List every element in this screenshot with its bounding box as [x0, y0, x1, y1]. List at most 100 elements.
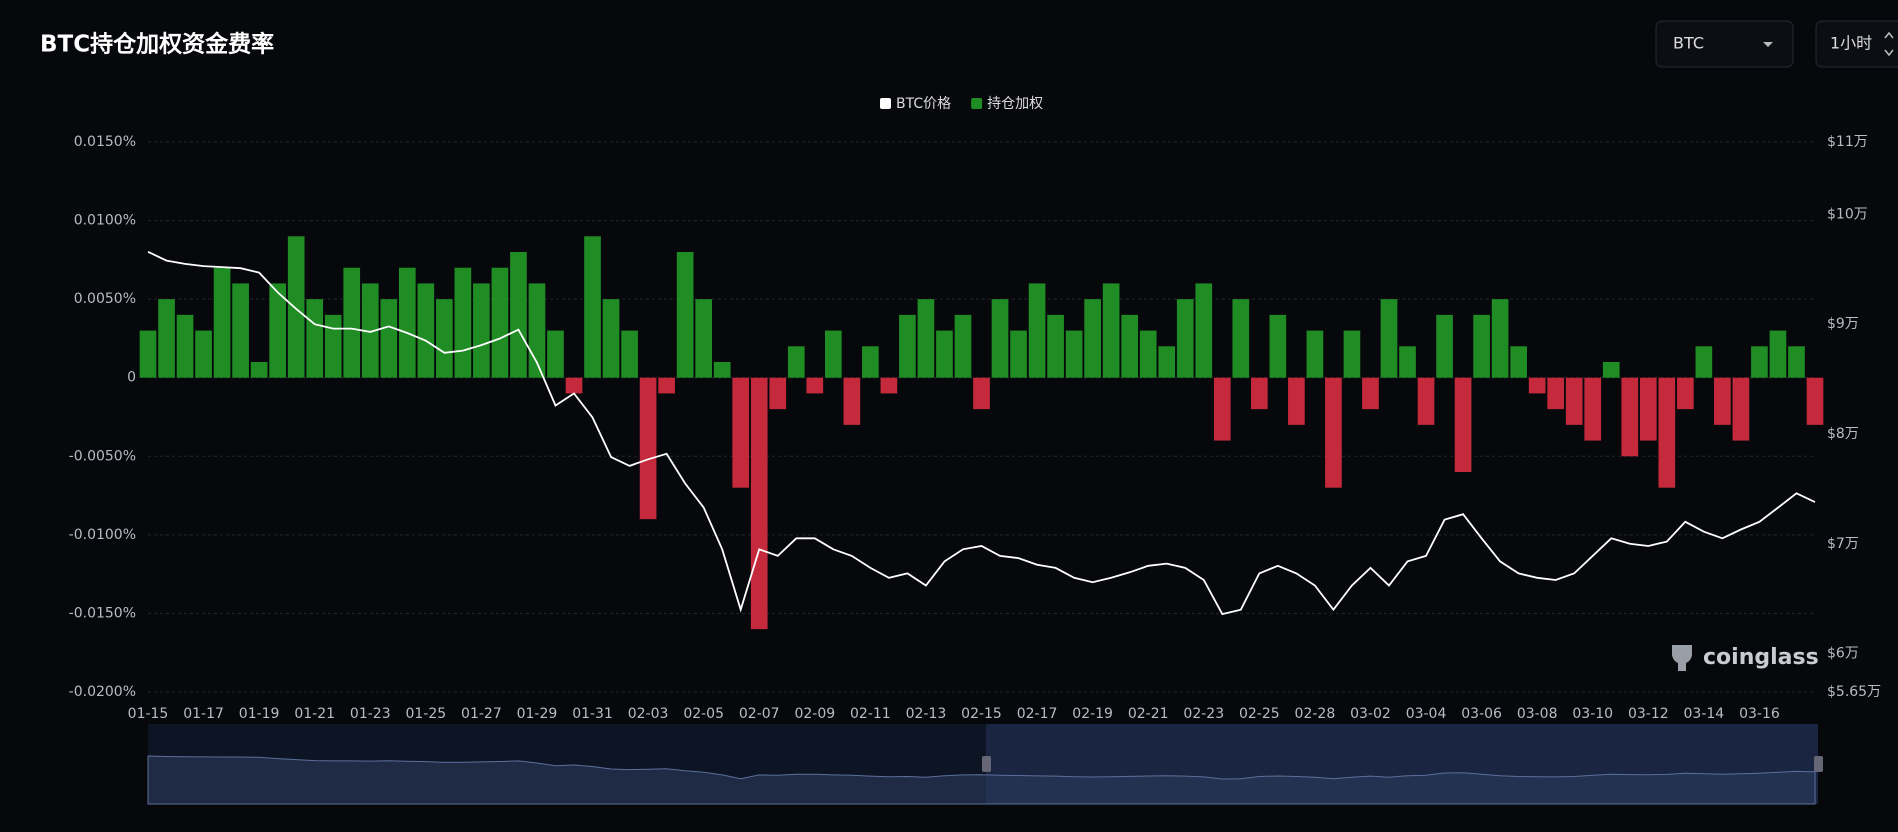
dropdown-arrow: [1763, 42, 1773, 47]
x-tick-label: 01-21: [294, 706, 335, 722]
x-tick-label: 03-04: [1406, 706, 1447, 722]
navigator-handle[interactable]: [982, 756, 991, 772]
legend-swatch: [971, 98, 983, 109]
x-tick-label: 02-15: [961, 706, 1002, 722]
y-tick-label: 0: [127, 370, 136, 386]
y2-tick-label: $11万: [1827, 134, 1868, 150]
x-tick-label: 02-25: [1239, 706, 1280, 722]
x-tick-label: 02-11: [850, 706, 891, 722]
x-tick-label: 02-05: [683, 706, 724, 722]
bar: [1399, 346, 1416, 378]
bar: [1232, 299, 1250, 378]
bar: [1788, 346, 1805, 378]
x-tick-label: 03-10: [1572, 706, 1613, 722]
x-tick-label: 02-13: [906, 706, 947, 722]
bar: [1695, 346, 1713, 378]
bar: [287, 236, 305, 378]
interval-select[interactable]: [1815, 20, 1898, 68]
bar: [1584, 377, 1602, 441]
x-tick-label: 03-06: [1461, 706, 1502, 722]
y2-tick-label: $6万: [1827, 646, 1859, 662]
bar: [750, 377, 768, 630]
bar: [843, 377, 861, 425]
bar: [324, 314, 342, 378]
bar: [195, 330, 212, 378]
bar: [880, 377, 898, 394]
bar: [824, 330, 842, 378]
bar: [1639, 377, 1657, 441]
bar: [936, 330, 953, 378]
y2-tick-label: $5.65万: [1827, 684, 1881, 700]
bar: [343, 267, 361, 378]
bar: [732, 377, 750, 488]
x-tick-label: 01-31: [572, 706, 613, 722]
bar: [269, 283, 286, 378]
bar: [676, 252, 694, 378]
bar: [232, 283, 249, 378]
x-tick-label: 03-14: [1684, 706, 1725, 722]
navigator-area: [147, 755, 1816, 805]
bar: [1528, 377, 1546, 394]
bar: [1732, 377, 1750, 441]
x-tick-label: 01-19: [239, 706, 280, 722]
symbol-select[interactable]: [1655, 20, 1794, 68]
bar: [1139, 330, 1157, 378]
bar: [1176, 299, 1194, 378]
y2-tick-label: $8万: [1827, 426, 1859, 442]
bar: [584, 236, 601, 378]
bar: [1325, 377, 1342, 488]
bar: [510, 252, 527, 378]
bar: [139, 330, 157, 378]
bar: [1806, 377, 1824, 425]
bar: [1028, 283, 1046, 378]
bar: [806, 377, 824, 394]
bar: [1121, 314, 1139, 378]
bar: [1380, 299, 1398, 378]
bar: [361, 283, 379, 378]
bar: [639, 377, 657, 520]
bar: [158, 299, 175, 378]
bar: [621, 330, 638, 378]
bar: [787, 346, 805, 378]
price-line: [147, 250, 1816, 616]
bar: [1417, 377, 1435, 425]
bar: [565, 377, 583, 394]
page-title: BTC持仓加权资金费率: [40, 31, 274, 58]
x-tick-label: 02-23: [1183, 706, 1224, 722]
bar: [1362, 377, 1379, 410]
bar: [1658, 377, 1676, 488]
bar: [1473, 314, 1490, 378]
x-tick-label: 01-29: [517, 706, 558, 722]
bar: [658, 377, 675, 394]
x-tick-label: 01-17: [183, 706, 224, 722]
bar: [1454, 377, 1472, 472]
bar: [473, 283, 490, 378]
y-tick-label: 0.0050%: [74, 291, 136, 307]
watermark: coinglass: [1703, 645, 1819, 670]
x-tick-label: 02-17: [1017, 706, 1058, 722]
x-tick-label: 02-21: [1128, 706, 1169, 722]
x-tick-label: 03-08: [1517, 706, 1558, 722]
bar: [1010, 330, 1027, 378]
x-tick-label: 01-25: [405, 706, 446, 722]
bar: [1195, 283, 1213, 378]
bar: [380, 299, 398, 378]
bar: [899, 314, 916, 378]
bar: [1213, 377, 1231, 441]
bar: [991, 299, 1009, 378]
y2-tick-label: $7万: [1827, 536, 1859, 552]
bar: [973, 377, 990, 410]
bar: [1751, 346, 1768, 378]
bar: [417, 283, 435, 378]
y2-tick-label: $9万: [1827, 316, 1859, 332]
bar: [602, 299, 620, 378]
bar: [306, 299, 324, 378]
x-tick-label: 02-19: [1072, 706, 1113, 722]
navigator-handle[interactable]: [1814, 756, 1823, 772]
bar: [250, 362, 268, 378]
bar: [176, 314, 194, 378]
interval-text: 1小时: [1830, 34, 1872, 53]
bar: [1769, 330, 1787, 378]
bar: [769, 377, 787, 410]
